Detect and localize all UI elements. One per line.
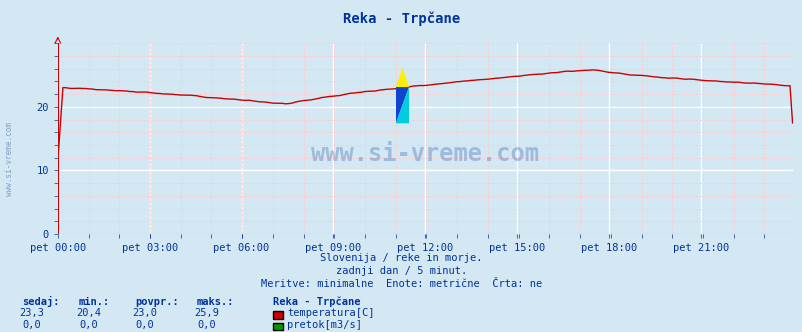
Text: min.:: min.: (79, 297, 110, 307)
Text: 0,0: 0,0 (196, 320, 216, 330)
Text: www.si-vreme.com: www.si-vreme.com (5, 123, 14, 196)
Text: 23,0: 23,0 (132, 308, 157, 318)
Text: 25,9: 25,9 (193, 308, 219, 318)
Text: zadnji dan / 5 minut.: zadnji dan / 5 minut. (335, 266, 467, 276)
Text: 0,0: 0,0 (22, 320, 42, 330)
Text: Reka - Trpčane: Reka - Trpčane (342, 12, 460, 26)
Text: 23,3: 23,3 (19, 308, 45, 318)
Text: Slovenija / reke in morje.: Slovenija / reke in morje. (320, 253, 482, 263)
Text: povpr.:: povpr.: (135, 297, 178, 307)
Text: www.si-vreme.com: www.si-vreme.com (311, 142, 538, 166)
Text: maks.:: maks.: (196, 297, 234, 307)
Polygon shape (395, 68, 408, 87)
Text: Reka - Trpčane: Reka - Trpčane (273, 296, 360, 307)
Text: 0,0: 0,0 (135, 320, 154, 330)
Text: 0,0: 0,0 (79, 320, 98, 330)
Text: pretok[m3/s]: pretok[m3/s] (287, 320, 362, 330)
Polygon shape (395, 87, 408, 124)
Text: temperatura[C]: temperatura[C] (287, 308, 375, 318)
Polygon shape (395, 87, 408, 124)
Text: Meritve: minimalne  Enote: metrične  Črta: ne: Meritve: minimalne Enote: metrične Črta:… (261, 279, 541, 289)
Text: 20,4: 20,4 (75, 308, 101, 318)
Text: sedaj:: sedaj: (22, 296, 60, 307)
